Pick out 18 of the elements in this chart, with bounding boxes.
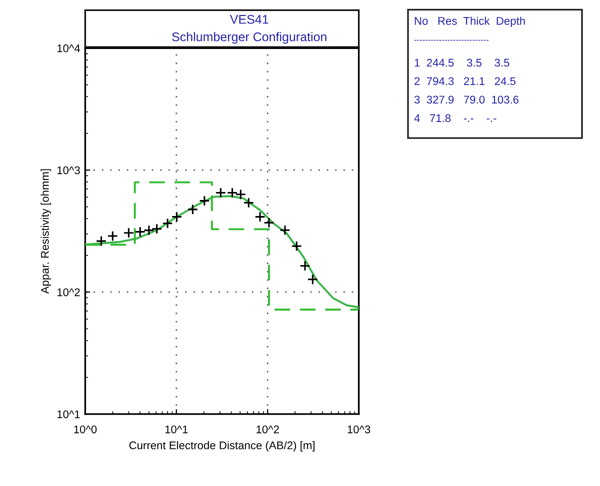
x-tick-label: 10^1 (165, 425, 188, 434)
chart-subtitle: Schlumberger Configuration (172, 32, 326, 44)
x-axis-title: Current Electrode Distance (AB/2) [m] (129, 441, 314, 452)
x-tick-label: 10^2 (256, 425, 279, 434)
text: 4 71.8 -.- -.- (414, 114, 496, 122)
text: --------------------------- (414, 40, 489, 41)
text: 1 244.5 3.5 3.5 (414, 58, 510, 67)
text: 3 327.9 79.0 103.6 (414, 96, 519, 104)
y-tick-label: 10^3 (57, 166, 80, 174)
y-axis-title: Appar. Resistivity [ohmm] (40, 169, 52, 294)
chart-title: VES41 (230, 14, 268, 24)
y-tick-label: 10^4 (57, 44, 80, 52)
x-tick-label: 10^0 (74, 425, 97, 434)
text: 2 794.3 21.1 24.5 (414, 77, 516, 86)
y-tick-label: 10^1 (57, 410, 80, 418)
y-tick-label: 10^2 (57, 288, 80, 296)
text: No Res Thick Depth (414, 16, 525, 28)
x-tick-label: 10^3 (348, 425, 370, 434)
